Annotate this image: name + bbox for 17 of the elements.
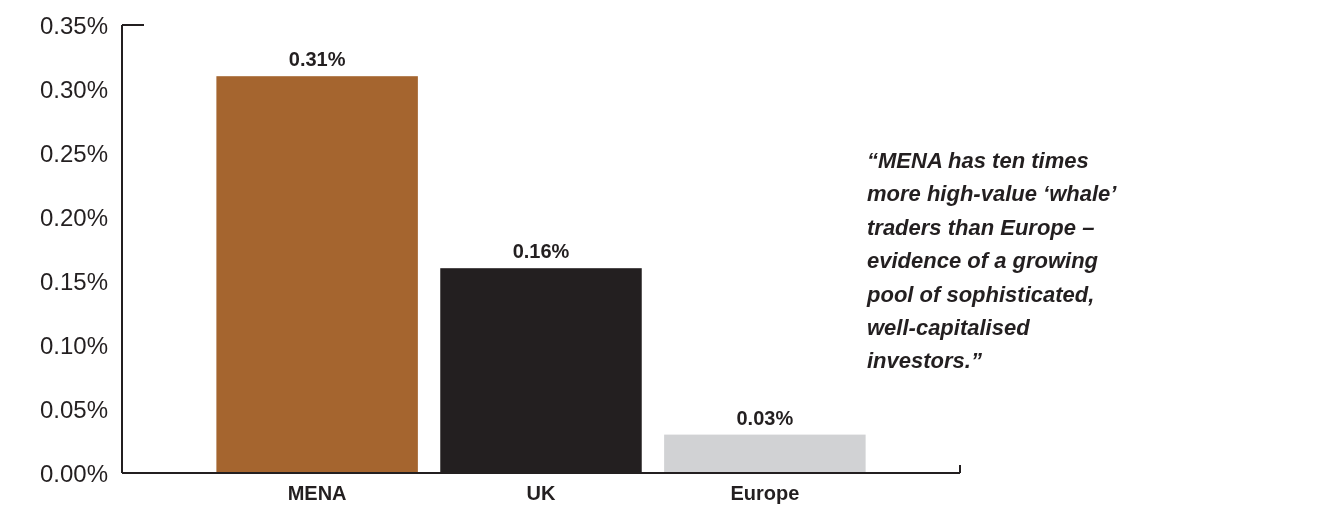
y-tick-label: 0.05% [39, 395, 108, 423]
y-tick-label: 0.10% [39, 331, 108, 359]
y-tick-label: 0.20% [39, 203, 108, 231]
y-tick-label: 0.00% [39, 459, 108, 487]
y-tick-label: 0.25% [39, 139, 108, 167]
x-tick-label: Europe [730, 482, 800, 504]
y-tick-label: 0.30% [39, 75, 108, 103]
x-tick-label: MENA [287, 482, 347, 504]
y-tick-label: 0.15% [39, 267, 108, 295]
bar [664, 434, 866, 473]
y-tick-label: 0.35% [39, 11, 108, 39]
data-label: 0.03% [736, 406, 794, 429]
annotation: “MENA has ten times more high-value ‘whale’ traders than Europe – evidence of a growing pool of sophisticated, well-capitalised investors.” [866, 148, 1118, 374]
data-label: 0.16% [512, 240, 570, 263]
data-label: 0.31% [288, 48, 346, 71]
x-tick-label: UK [526, 482, 556, 504]
bar [216, 76, 418, 473]
